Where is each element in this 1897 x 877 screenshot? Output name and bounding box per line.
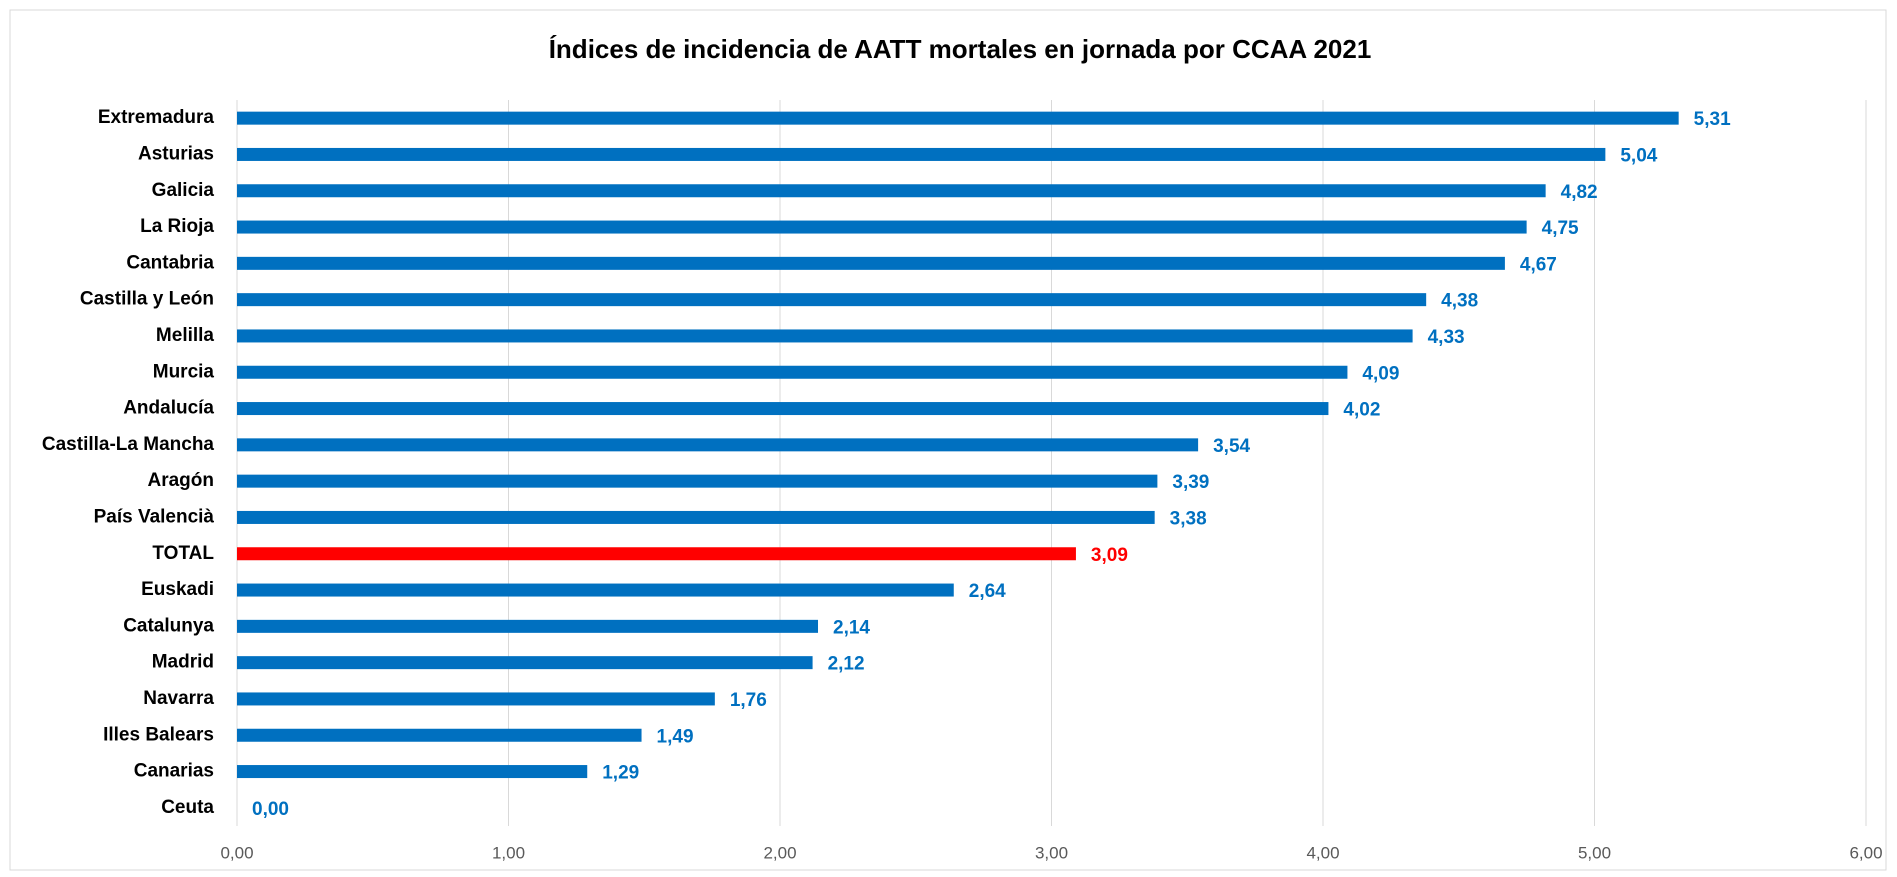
value-label: 4,75: [1542, 218, 1579, 239]
y-tick-label: Euskadi: [141, 579, 214, 600]
x-tick-label: 0,00: [220, 843, 253, 862]
bar: [237, 692, 715, 706]
y-tick-label: Navarra: [143, 688, 214, 709]
y-tick-label: Asturias: [138, 143, 214, 164]
x-tick-label: 1,00: [492, 843, 525, 862]
bar: [237, 583, 954, 597]
value-label: 5,31: [1694, 109, 1731, 130]
bar: [237, 365, 1348, 379]
chart-title: Índices de incidencia de AATT mortales e…: [549, 34, 1372, 64]
x-tick-label: 2,00: [763, 843, 796, 862]
value-label: 4,38: [1441, 291, 1478, 312]
value-label: 2,12: [828, 654, 865, 675]
y-tick-label: Galicia: [152, 180, 215, 201]
y-tick-label: Castilla-La Mancha: [42, 434, 215, 455]
y-tick-label: Cantabria: [126, 252, 214, 273]
y-tick-label: Castilla y León: [80, 289, 214, 310]
value-label: 1,49: [657, 726, 694, 747]
value-label: 4,33: [1428, 327, 1465, 348]
value-label: 3,09: [1091, 545, 1128, 566]
bar: [237, 256, 1505, 270]
value-label: 4,02: [1343, 400, 1380, 421]
bar: [237, 293, 1427, 307]
y-tick-label: Catalunya: [123, 615, 214, 636]
bar: [237, 220, 1527, 234]
bar: [237, 765, 588, 779]
bar: [237, 547, 1076, 561]
value-label: 3,54: [1213, 436, 1250, 457]
value-label: 3,39: [1172, 472, 1209, 493]
bar: [237, 184, 1546, 198]
bar: [237, 402, 1329, 416]
y-tick-label: País Valencià: [94, 506, 215, 527]
value-label: 4,82: [1561, 182, 1598, 203]
value-label: 2,14: [833, 617, 870, 638]
bar: [237, 438, 1199, 452]
y-tick-label: Ceuta: [161, 797, 214, 818]
bar: [237, 728, 642, 742]
y-tick-label: Murcia: [153, 361, 215, 382]
value-label: 3,38: [1170, 508, 1207, 529]
y-tick-label: La Rioja: [140, 216, 214, 237]
value-label: 4,09: [1362, 363, 1399, 384]
bar: [237, 474, 1158, 488]
x-tick-label: 6,00: [1849, 843, 1882, 862]
x-tick-label: 4,00: [1306, 843, 1339, 862]
y-tick-label: Canarias: [134, 761, 214, 782]
bar: [237, 147, 1606, 161]
bar: [237, 510, 1155, 524]
bar: [237, 619, 819, 633]
x-tick-label: 5,00: [1578, 843, 1611, 862]
value-label: 1,29: [602, 763, 639, 784]
y-tick-label: Extremadura: [98, 107, 215, 128]
value-label: 1,76: [730, 690, 767, 711]
y-tick-label: TOTAL: [152, 543, 214, 564]
bar: [237, 329, 1413, 343]
value-label: 0,00: [252, 799, 289, 820]
y-tick-label: Madrid: [152, 652, 214, 673]
value-label: 2,64: [969, 581, 1006, 602]
y-tick-label: Aragón: [148, 470, 215, 491]
bar: [237, 111, 1679, 125]
y-tick-label: Illes Balears: [103, 724, 214, 745]
y-tick-label: Melilla: [156, 325, 215, 346]
bar: [237, 656, 813, 670]
x-tick-label: 3,00: [1035, 843, 1068, 862]
value-label: 5,04: [1620, 145, 1657, 166]
y-tick-label: Andalucía: [123, 398, 214, 419]
value-label: 4,67: [1520, 254, 1557, 275]
